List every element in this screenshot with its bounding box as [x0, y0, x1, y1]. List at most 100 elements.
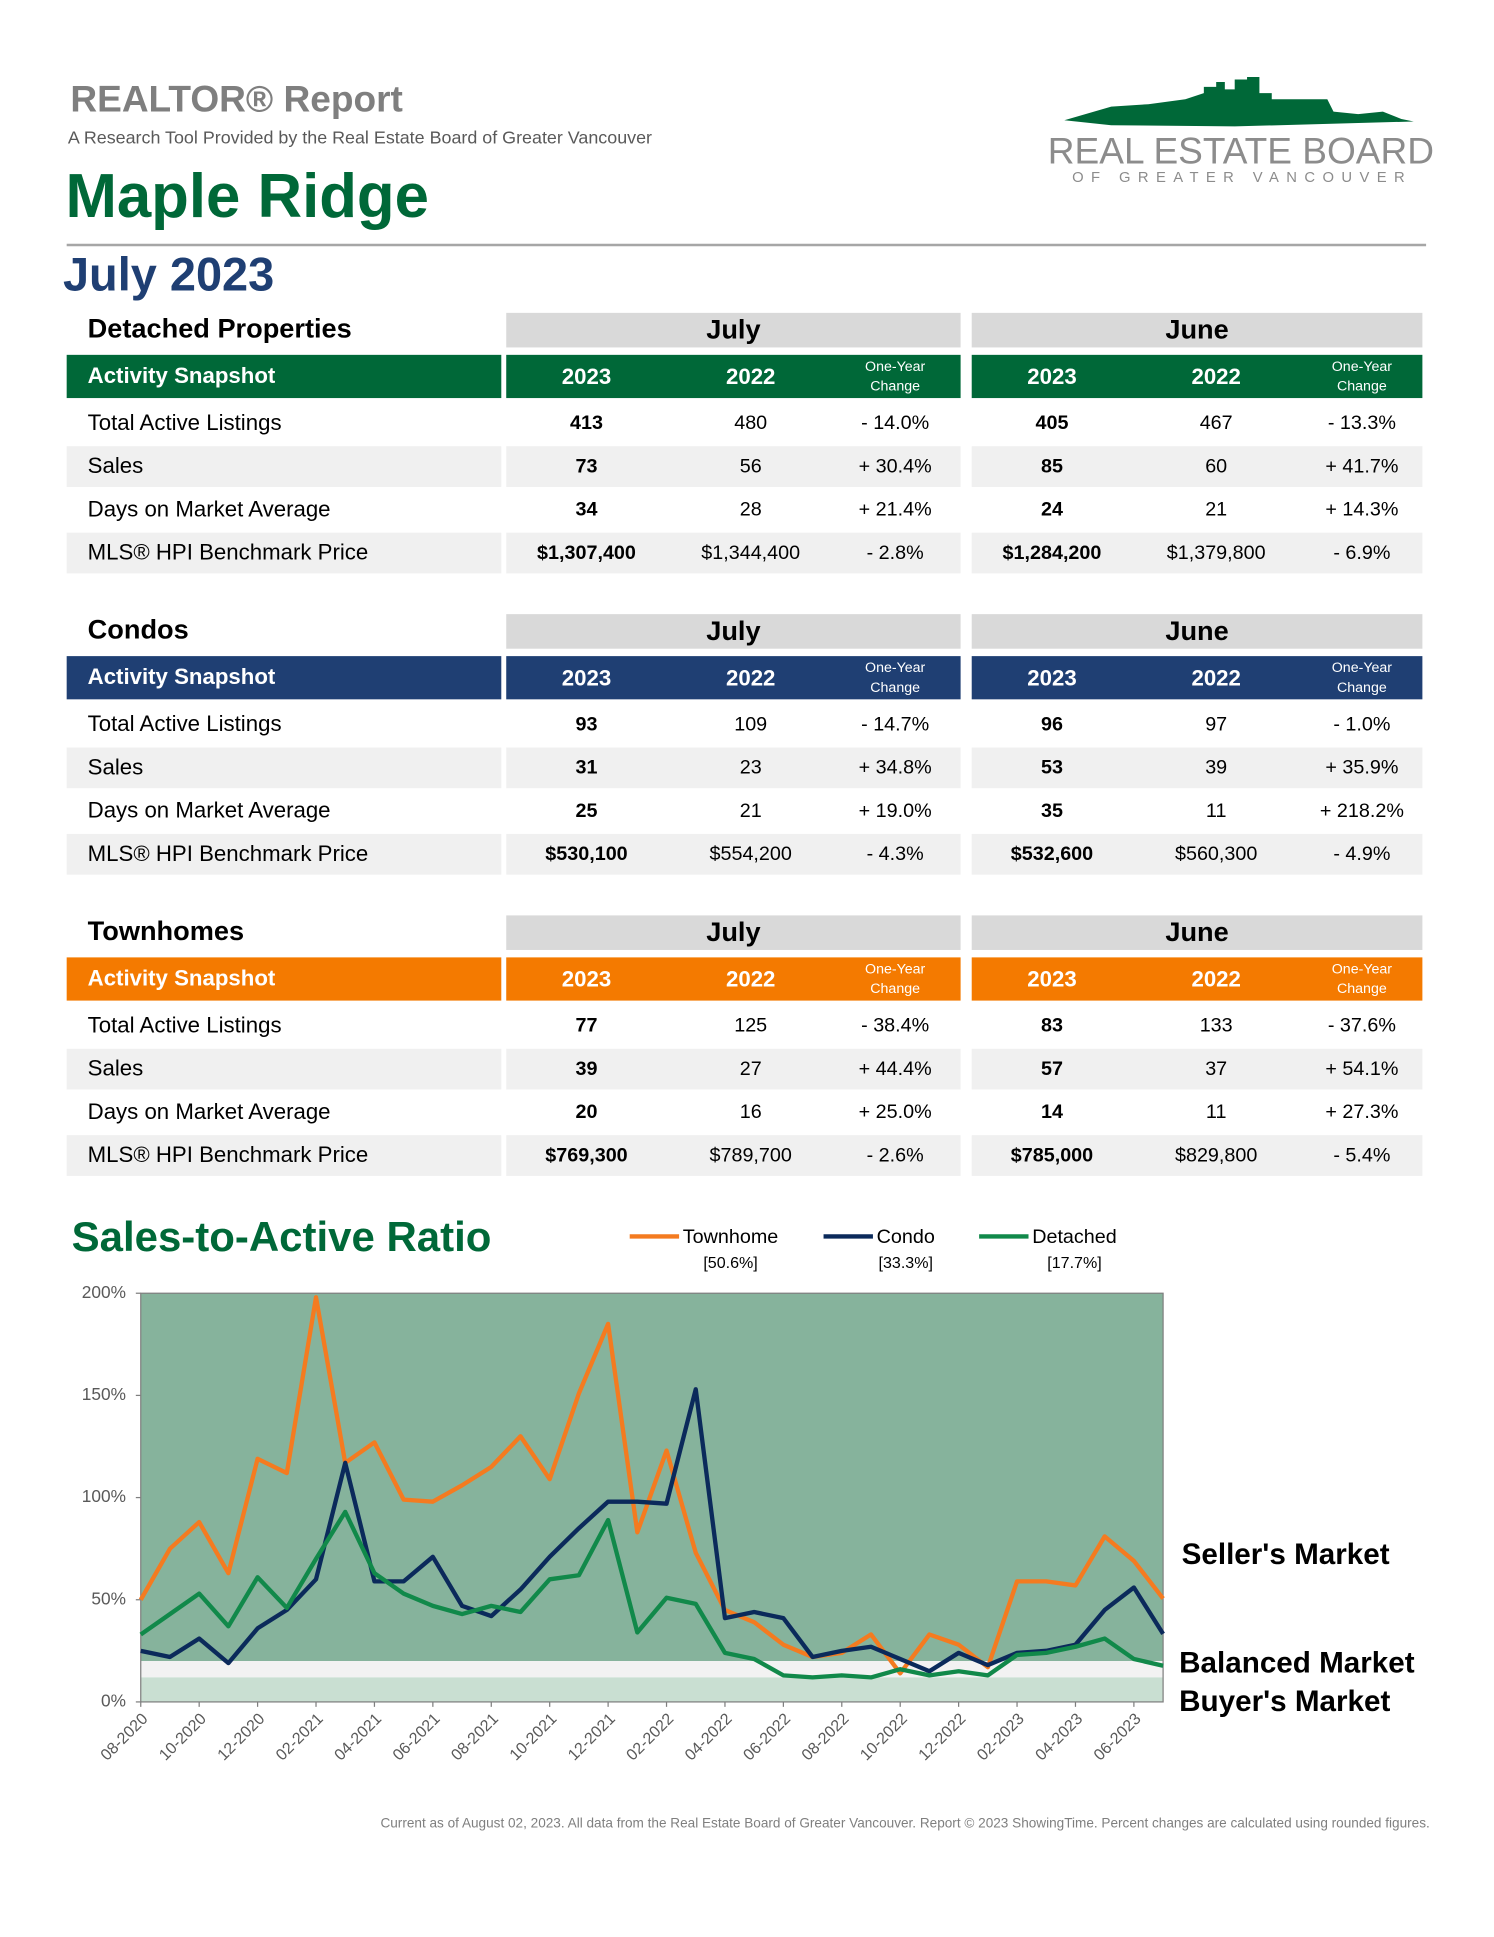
column-header-box: One-Year Change	[865, 962, 925, 997]
logo-sub: OF GREATER VANCOUVER	[1072, 170, 1412, 186]
x-tick-label: 10-2022	[857, 1710, 911, 1764]
cell-value: + 54.1%	[1325, 1058, 1398, 1080]
column-band	[971, 354, 1423, 399]
cell-value: 53	[1041, 757, 1063, 779]
x-tick-label: 04-2023	[1032, 1710, 1086, 1764]
cell-value: 96	[1041, 713, 1063, 735]
cell-value: 31	[576, 757, 598, 779]
row-shade	[506, 446, 961, 487]
cell-value: + 27.3%	[1325, 1101, 1398, 1123]
row-shade	[66, 446, 502, 487]
section-title: Condos	[88, 614, 189, 645]
row-label: Total Active Listings	[88, 1012, 282, 1037]
column-header: One-Year Change	[1331, 661, 1393, 696]
column-header: 2022	[1191, 665, 1240, 690]
month-header	[506, 614, 961, 649]
row-label: MLS® HPI Benchmark Price	[88, 540, 369, 565]
column-header: 2023	[1027, 364, 1076, 389]
cell-value: $785,000	[1011, 1144, 1093, 1166]
month-header	[506, 312, 961, 348]
market-zone	[140, 1293, 1164, 1662]
legend-value: [33.3%]	[879, 1254, 933, 1272]
cell-value: + 218.2%	[1320, 800, 1404, 822]
legend-label: Condo	[877, 1226, 935, 1248]
row-label: Sales	[88, 1056, 144, 1081]
chart-title: Sales-to-Active Ratio	[72, 1213, 492, 1260]
cell-value: 133	[1200, 1015, 1233, 1037]
cell-value: 16	[740, 1101, 762, 1123]
row-label: Days on Market Average	[88, 798, 331, 823]
row-shade	[971, 446, 1423, 487]
row-label: Days on Market Average	[88, 1099, 331, 1124]
snapshot-label: Activity Snapshot	[88, 363, 276, 388]
x-tick-label: 02-2022	[623, 1710, 677, 1764]
column-header-box: One-Year Change	[1332, 962, 1392, 997]
series-line	[138, 1295, 1165, 1676]
x-tick-label: 06-2023	[1090, 1710, 1144, 1764]
zone-label: Buyer's Market	[1179, 1685, 1390, 1718]
legend-label: Townhome	[683, 1226, 779, 1248]
logo: REAL ESTATE BOARD OF GREATER VANCOUVER	[1048, 77, 1434, 186]
x-tick-label: 04-2022	[681, 1710, 735, 1764]
cell-value: 60	[1205, 455, 1227, 477]
cell-value: 11	[1206, 1101, 1227, 1123]
column-header-box: One-Year Change	[1332, 360, 1392, 395]
row-shade	[66, 747, 502, 789]
snapshot-band	[66, 656, 502, 700]
snapshot-label: Activity Snapshot	[88, 664, 276, 689]
cell-value: - 38.4%	[861, 1015, 929, 1037]
column-band	[506, 656, 961, 700]
row-label: Total Active Listings	[88, 711, 282, 736]
y-tick-label: 0%	[101, 1690, 126, 1710]
cell-value: 23	[740, 757, 762, 779]
cell-value: 125	[734, 1015, 767, 1037]
series-line	[140, 1387, 1165, 1674]
chart: Sales-to-Active Ratio Seller's Market Bala…	[72, 1213, 1415, 1764]
cell-value: 21	[740, 800, 762, 822]
cell-value: $554,200	[710, 843, 792, 865]
row-shade	[66, 833, 502, 875]
cell-value: 405	[1035, 412, 1068, 434]
row-label: Days on Market Average	[88, 496, 331, 521]
logo-skyline	[1064, 77, 1414, 127]
row-shade	[506, 1135, 961, 1176]
row-shade	[971, 532, 1423, 574]
cell-value: + 19.0%	[859, 800, 932, 822]
market-zone	[140, 1661, 1164, 1678]
cell-value: 39	[1205, 757, 1227, 779]
footer: Current as of August 02, 2023. All data …	[380, 1816, 1429, 1831]
x-tick-label: 08-2020	[97, 1710, 151, 1764]
x-tick-label: 06-2022	[740, 1710, 794, 1764]
column-header: One-Year Change	[865, 359, 926, 395]
x-tick-label: 12-2022	[915, 1710, 969, 1764]
cell-value: + 41.7%	[1325, 455, 1398, 477]
cell-value: - 14.7%	[861, 713, 929, 735]
cell-value: 109	[734, 713, 767, 735]
cell-value: $1,379,800	[1167, 542, 1266, 564]
x-tick-label: 10-2020	[156, 1710, 210, 1764]
column-band	[506, 354, 961, 399]
market-zone	[140, 1677, 1164, 1702]
cell-value: - 13.3%	[1328, 412, 1396, 434]
month-label: June	[1165, 314, 1228, 345]
cell-value: 21	[1205, 499, 1227, 521]
zone-label: Balanced Market	[1179, 1647, 1415, 1680]
cell-value: $1,284,200	[1003, 542, 1102, 564]
cell-value: - 5.4%	[1333, 1144, 1390, 1166]
cell-value: $789,700	[710, 1144, 792, 1166]
x-tick-label: 02-2021	[272, 1710, 326, 1764]
cell-value: 27	[740, 1058, 762, 1080]
column-header: 2022	[1191, 967, 1240, 992]
cell-value: - 1.0%	[1333, 713, 1390, 735]
month-label: July	[706, 615, 760, 646]
cell-value: 413	[570, 412, 603, 434]
y-tick-label: 200%	[82, 1282, 126, 1302]
cell-value: 39	[576, 1058, 598, 1080]
column-band	[506, 957, 961, 1001]
cell-value: $829,800	[1175, 1144, 1257, 1166]
x-tick-label: 04-2021	[331, 1710, 385, 1764]
x-tick-label: 12-2021	[564, 1710, 618, 1764]
cell-value: 77	[576, 1015, 598, 1037]
row-label: Sales	[88, 453, 144, 478]
